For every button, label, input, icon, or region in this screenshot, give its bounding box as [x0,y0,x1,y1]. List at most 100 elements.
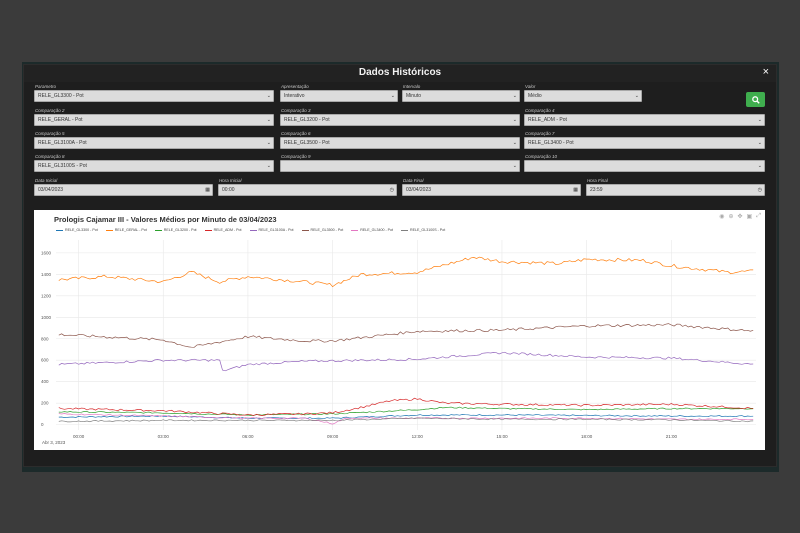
legend-label: RELE_GL3500 - Pot [310,228,344,232]
data-inicial-label: Data Inicial [35,178,58,183]
comparacao9-select[interactable]: ⌄ [280,160,520,172]
modal-title: Dados Históricos [358,67,442,78]
legend-item[interactable]: RELE_GERAL - Pot [105,228,147,232]
legend-label: RELE_GL3200 - Pot [163,228,197,232]
chart-title: Prologis Cajamar III - Valores Médios po… [54,215,277,224]
y-tick-label: 1600 [41,250,52,255]
autoscale-icon[interactable]: ⤢ [756,213,761,219]
legend-item[interactable]: RELE_GL3300 - Pot [56,228,98,232]
data-inicial-input[interactable]: 03/04/2023 ▦ [34,184,213,196]
y-tick-label: 1000 [41,315,52,320]
comparacao10-label: Comparação 10 [525,154,558,159]
data-final-input[interactable]: 03/04/2023 ▦ [402,184,581,196]
calendar-icon[interactable]: ▦ [573,187,578,193]
historical-data-modal: Dados Históricos × Parametro RELE_GL3300… [23,64,777,467]
search-button[interactable] [746,92,765,107]
search-icon [751,95,760,104]
data-final-value: 03/04/2023 [406,187,432,193]
comparacao4-select[interactable]: RELE_ADM - Pot ⌄ [524,114,765,126]
parametro-label: Parametro [35,84,57,89]
intervalo-select[interactable]: Minuto ⌄ [402,90,520,102]
series-line [58,323,754,348]
comparacao10-select[interactable]: ⌄ [524,160,765,172]
y-tick-label: 800 [41,336,49,341]
legend-item[interactable]: RELE_GL3200 - Pot [154,228,197,232]
pan-icon[interactable]: ✥ [737,214,743,220]
legend-swatch [401,229,409,231]
comparacao4-label: Comparação 4 [525,108,555,113]
comparacao9-label: Comparação 9 [281,154,311,159]
legend-item[interactable]: RELE_GL3100A - Pot [249,228,294,232]
legend-item[interactable]: RELE_ADM - Pot [204,228,242,232]
legend-label: RELE_GL3100A - Pot [258,228,294,232]
reset-icon[interactable]: ▣ [746,214,753,220]
comparacao6-value: RELE_GL3500 - Pot [284,140,330,146]
x-tick-label: 06:00 [242,434,254,439]
chevron-down-icon: ⌄ [512,93,517,99]
hora-final-input[interactable]: 23:59 ◷ [586,184,765,196]
comparacao5-label: Comparação 5 [35,131,65,136]
line-chart[interactable]: 0 200 400 600 800 1000 1200 1400 1600 00:00 03:00 0… [34,210,765,450]
data-inicial-value: 03/04/2023 [38,187,64,193]
chevron-down-icon: ⌄ [266,93,271,99]
calendar-icon[interactable]: ▦ [205,187,210,193]
comparacao2-label: Comparação 2 [35,108,65,113]
clock-icon[interactable]: ◷ [757,187,762,193]
modal-header: Dados Históricos × [24,65,776,82]
legend-label: RELE_GL3100S - Pot [410,228,446,232]
comparacao5-value: RELE_GL3100A - Pot [38,140,87,146]
legend-item[interactable]: RELE_GL3500 - Pot [301,228,344,232]
x-tick-label: 09:00 [327,434,339,439]
comparacao3-select[interactable]: RELE_GL3200 - Pot ⌄ [280,114,520,126]
data-final-label: Data Final [403,178,424,183]
legend-swatch [204,229,212,231]
comparacao3-label: Comparação 3 [281,108,311,113]
legend-swatch [56,229,63,231]
chevron-down-icon: ⌄ [266,163,271,169]
comparacao6-select[interactable]: RELE_GL3500 - Pot ⌄ [280,137,520,149]
y-tick-label: 200 [41,401,49,406]
legend-swatch [105,229,113,231]
valor-select[interactable]: Médio ⌄ [524,90,642,102]
series-line [58,413,754,425]
legend-swatch [154,229,162,231]
zoom-icon[interactable]: ⊕ [728,214,734,220]
chevron-down-icon: ⌄ [266,117,271,123]
parametro-select[interactable]: RELE_GL3300 - Pot ⌄ [34,90,274,102]
comparacao5-select[interactable]: RELE_GL3100A - Pot ⌄ [34,137,274,149]
chevron-down-icon: ⌄ [757,117,762,123]
x-tick-label: 18:00 [581,434,593,439]
legend-label: RELE_GERAL - Pot [114,228,147,232]
chevron-down-icon: ⌄ [634,93,639,99]
close-icon[interactable]: × [762,66,769,78]
apresentacao-label: Apresentação [281,84,309,89]
y-tick-label: 1200 [41,293,52,298]
hora-final-label: Hora Final [587,178,608,183]
chevron-down-icon: ⌄ [390,93,395,99]
hora-inicial-label: Hora Inicial [219,178,242,183]
series-line [58,417,754,423]
clock-icon[interactable]: ◷ [389,187,394,193]
legend-item[interactable]: RELE_GL3100S - Pot [401,228,445,232]
chevron-down-icon: ⌄ [266,140,271,146]
camera-icon[interactable]: ◉ [719,214,725,220]
x-tick-label: 03:00 [158,434,170,439]
comparacao7-select[interactable]: RELE_GL3400 - Pot ⌄ [524,137,765,149]
series-line [58,397,754,416]
comparacao2-select[interactable]: RELE_GERAL - Pot ⌄ [34,114,274,126]
x-start-date-label: Abr 3, 2023 [42,440,66,445]
x-tick-label: 00:00 [73,434,85,439]
comparacao3-value: RELE_GL3200 - Pot [284,117,330,123]
legend-label: RELE_GL3300 - Pot [65,228,98,232]
valor-label: Valor [525,84,536,89]
y-tick-label: 600 [41,358,49,363]
chart-panel: Prologis Cajamar III - Valores Médios po… [34,210,765,450]
legend-item[interactable]: RELE_GL3400 - Pot [351,228,393,232]
legend-label: RELE_ADM - Pot [213,228,242,232]
valor-value: Médio [528,93,542,99]
hora-inicial-input[interactable]: 00:00 ◷ [218,184,397,196]
chevron-down-icon: ⌄ [757,163,762,169]
hora-inicial-value: 00:00 [222,187,235,193]
apresentacao-select[interactable]: Interativo ⌄ [280,90,398,102]
comparacao8-select[interactable]: RELE_GL3100S - Pot ⌄ [34,160,274,172]
